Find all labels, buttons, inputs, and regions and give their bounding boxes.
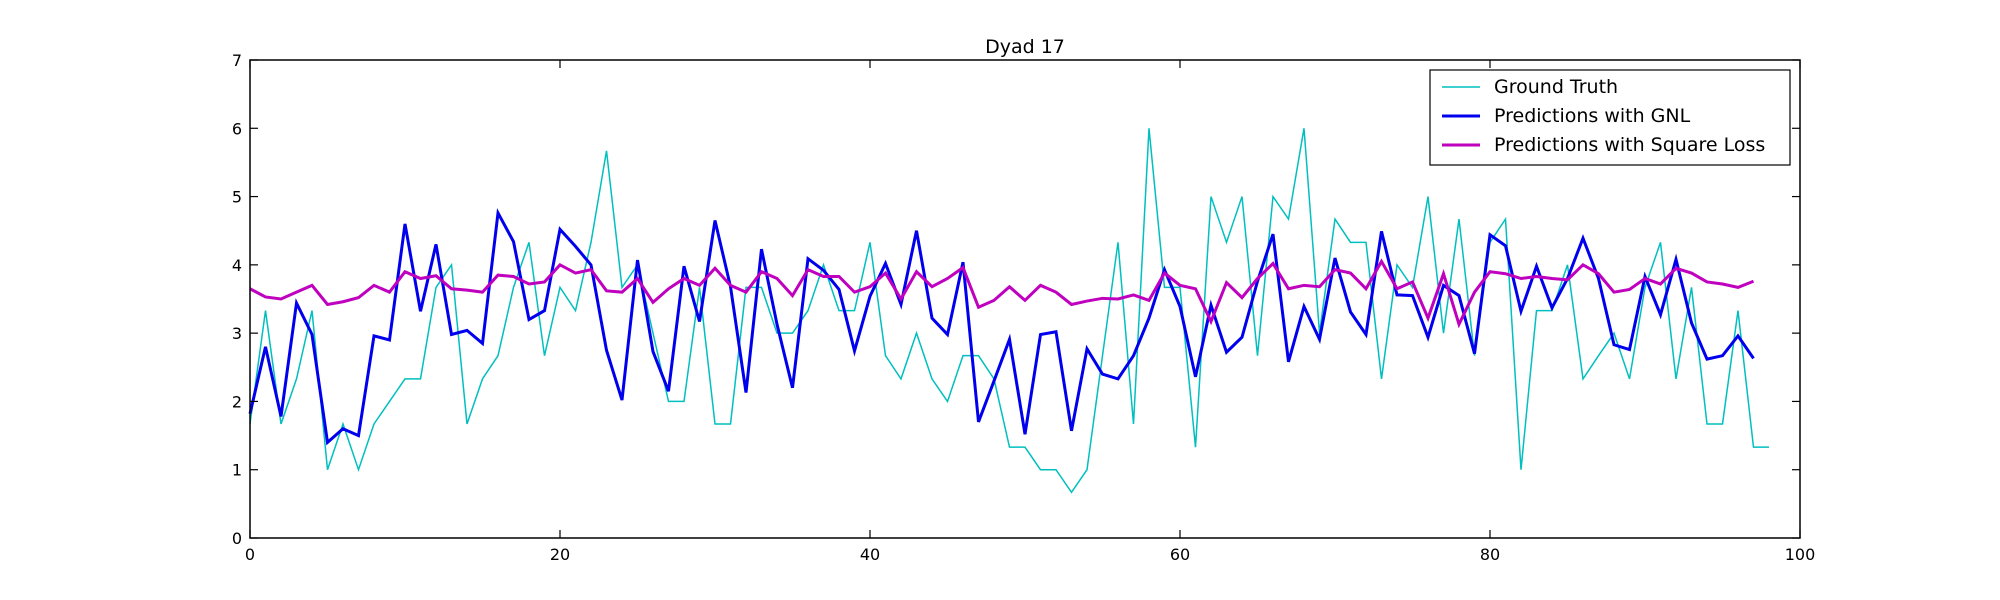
x-tick-label: 20 (550, 545, 570, 564)
y-tick-label: 4 (232, 256, 242, 275)
y-tick-label: 2 (232, 392, 242, 411)
legend: Ground Truth Predictions with GNL Predicti… (1429, 69, 1791, 166)
y-tick-label: 3 (232, 324, 242, 343)
series-line-0 (249, 128, 1769, 494)
plot-area-frame (249, 59, 1801, 539)
chart-title: Dyad 17 (985, 36, 1065, 58)
y-tick-label: 0 (232, 529, 242, 548)
series-layer (248, 128, 1769, 494)
legend-label-2: Predictions with Square Loss (1494, 134, 1765, 156)
x-tick-label: 100 (1785, 545, 1816, 564)
y-tick-label: 6 (232, 119, 242, 138)
x-axis: 0 20 40 60 80 100 (245, 60, 1815, 564)
x-tick-label: 80 (1480, 545, 1500, 564)
y-tick-label: 5 (232, 188, 242, 207)
legend-box (1429, 69, 1791, 166)
series-line-2 (249, 258, 1755, 329)
legend-label-1: Predictions with GNL (1494, 105, 1691, 127)
x-tick-label: 60 (1170, 545, 1190, 564)
y-tick-label: 7 (232, 51, 242, 70)
series-line-1 (248, 208, 1755, 446)
legend-label-0: Ground Truth (1494, 76, 1618, 98)
y-axis: 0 1 2 3 4 5 6 7 (232, 51, 1800, 548)
x-tick-label: 40 (860, 545, 880, 564)
y-tick-label: 1 (232, 461, 242, 480)
x-tick-label: 0 (245, 545, 255, 564)
